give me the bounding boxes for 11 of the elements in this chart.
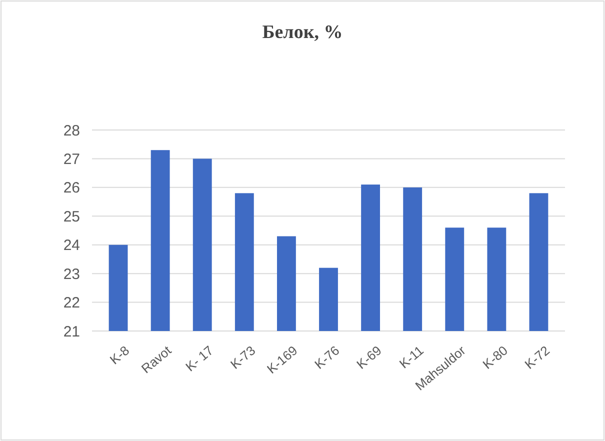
x-tick-label: K- 17 [182, 342, 216, 374]
x-tick-label: K-8 [106, 342, 132, 368]
y-tick-label: 21 [63, 323, 80, 340]
y-tick-label: 27 [63, 150, 80, 168]
y-tick-label: 25 [63, 208, 80, 226]
chart-title: Белок, % [262, 22, 343, 43]
y-tick-label: 22 [63, 294, 80, 312]
y-tick-label: 28 [63, 122, 80, 140]
y-tick-label: 23 [63, 266, 80, 283]
y-tick-label: 26 [63, 180, 80, 197]
y-tick-label: 24 [63, 237, 80, 254]
